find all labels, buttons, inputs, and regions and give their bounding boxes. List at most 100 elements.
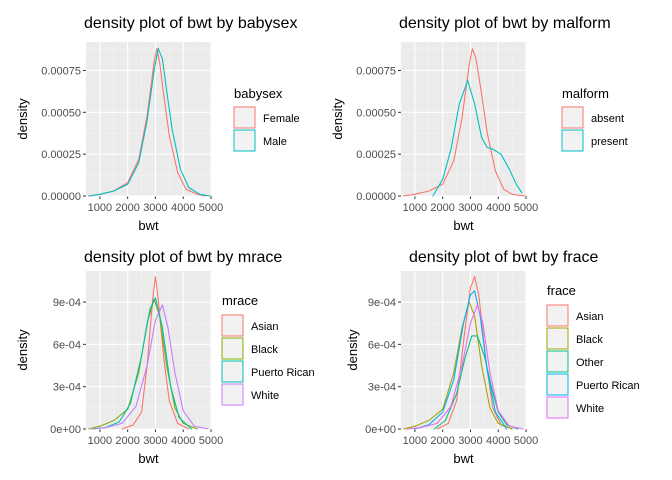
chart-title: density plot of bwt by mrace xyxy=(84,249,282,266)
legend-key xyxy=(546,304,569,327)
y-tick-label: 0.00025 xyxy=(356,149,396,161)
legend-key xyxy=(221,360,244,383)
x-axis-label: bwt xyxy=(138,218,159,233)
legend-key xyxy=(546,396,569,419)
x-tick-label: 3000 xyxy=(458,435,482,447)
y-axis-label: density xyxy=(15,329,30,371)
legend-key xyxy=(233,129,256,152)
y-tick-label: 0e+00 xyxy=(50,424,81,436)
legend-key xyxy=(233,106,256,129)
x-tick-label: 2000 xyxy=(430,202,454,214)
y-axis-label: density xyxy=(15,98,30,140)
legend-label: present xyxy=(591,136,628,148)
y-tick-label: 0.00050 xyxy=(41,107,81,119)
x-tick-label: 4000 xyxy=(486,435,510,447)
y-tick-label: 0.00075 xyxy=(356,65,396,77)
legend-key xyxy=(546,373,569,396)
y-tick-label: 6e-04 xyxy=(368,339,396,351)
density-curve-puerto-rican xyxy=(414,290,508,430)
x-tick-label: 2000 xyxy=(430,435,454,447)
legend-label: Puerto Rican xyxy=(251,367,315,379)
legend-label: Other xyxy=(576,357,604,369)
x-axis-label: bwt xyxy=(138,451,159,466)
x-tick-label: 5000 xyxy=(199,435,223,447)
legend-label: Puerto Rican xyxy=(576,380,640,392)
density-curve-black xyxy=(88,298,198,430)
y-tick-label: 6e-04 xyxy=(53,339,81,351)
legend-label: Female xyxy=(263,113,300,125)
legend-title: malform xyxy=(562,86,609,101)
density-curve-white xyxy=(406,304,524,430)
x-tick-label: 5000 xyxy=(514,435,538,447)
x-tick-label: 4000 xyxy=(171,435,195,447)
legend-key xyxy=(546,350,569,373)
legend-key xyxy=(561,129,584,152)
y-tick-label: 9e-04 xyxy=(53,297,81,309)
legend: frace Asian Black Other Puerto Rican White xyxy=(546,283,640,419)
x-tick-label: 2000 xyxy=(115,435,139,447)
density-curve-present xyxy=(432,79,523,197)
y-tick-label: 0.00075 xyxy=(41,65,81,77)
plot-background xyxy=(401,271,526,429)
legend: malform absent present xyxy=(561,86,628,152)
y-tick-label: 0.00000 xyxy=(356,191,396,203)
legend-key xyxy=(221,337,244,360)
legend-label: Asian xyxy=(576,311,604,323)
legend-key xyxy=(221,314,244,337)
y-tick-label: 0.00025 xyxy=(41,149,81,161)
legend-key xyxy=(561,106,584,129)
y-tick-label: 0e+00 xyxy=(365,424,396,436)
y-tick-label: 9e-04 xyxy=(368,297,396,309)
chart-title: density plot of bwt by frace xyxy=(409,249,599,266)
legend-label: Male xyxy=(263,136,287,148)
y-tick-label: 0.00000 xyxy=(41,191,81,203)
y-axis-label: density xyxy=(330,98,345,140)
chart-title: density plot of bwt by babysex xyxy=(84,15,297,32)
legend-key xyxy=(221,383,244,406)
density-curve-asian xyxy=(436,276,513,430)
legend-label: Asian xyxy=(251,321,279,333)
legend-label: White xyxy=(251,390,279,402)
x-tick-label: 3000 xyxy=(458,202,482,214)
density-curve-other xyxy=(433,335,519,430)
density-curve-asian xyxy=(121,276,190,430)
x-tick-label: 3000 xyxy=(143,202,167,214)
y-tick-label: 3e-04 xyxy=(368,382,396,394)
density-curve-absent xyxy=(403,48,526,197)
chart-title: density plot of bwt by malform xyxy=(399,15,611,32)
x-tick-label: 1000 xyxy=(88,435,112,447)
x-tick-label: 1000 xyxy=(403,435,427,447)
x-axis-label: bwt xyxy=(453,451,474,466)
x-tick-label: 3000 xyxy=(143,435,167,447)
chart-panel-1: 1000 2000 3000 4000 5000 0.00000 0.00025 0.0005… xyxy=(15,15,300,233)
legend-title: mrace xyxy=(222,293,258,308)
legend-title: babysex xyxy=(234,86,283,101)
density-curve-white xyxy=(91,304,209,430)
chart-panel-3: 1000 2000 3000 4000 5000 0e+00 3e-04 6e-04 9e-04… xyxy=(15,249,315,466)
legend-label: Black xyxy=(251,344,278,356)
x-axis-label: bwt xyxy=(453,218,474,233)
plot-background xyxy=(401,42,526,196)
x-tick-label: 5000 xyxy=(514,202,538,214)
chart-panel-4: 1000 2000 3000 4000 5000 0e+00 3e-04 6e-04 9e-04… xyxy=(345,249,640,466)
density-curve-male xyxy=(88,48,211,197)
legend-label: Black xyxy=(576,334,603,346)
legend: babysex Female Male xyxy=(233,86,300,152)
legend-key xyxy=(546,327,569,350)
x-tick-label: 2000 xyxy=(115,202,139,214)
x-tick-label: 5000 xyxy=(199,202,223,214)
legend-label: White xyxy=(576,403,604,415)
y-axis-label: density xyxy=(345,329,360,371)
y-tick-label: 3e-04 xyxy=(53,382,81,394)
legend-title: frace xyxy=(547,283,576,298)
legend-label: absent xyxy=(591,113,624,125)
x-tick-label: 4000 xyxy=(486,202,510,214)
plot-background xyxy=(86,42,211,196)
legend: mrace Asian Black Puerto Rican White xyxy=(221,293,315,406)
y-tick-label: 0.00050 xyxy=(356,107,396,119)
x-tick-label: 1000 xyxy=(403,202,427,214)
x-tick-label: 4000 xyxy=(171,202,195,214)
chart-panel-2: 1000 2000 3000 4000 5000 0.00000 0.00025 0.0005… xyxy=(330,15,628,233)
x-tick-label: 1000 xyxy=(88,202,112,214)
